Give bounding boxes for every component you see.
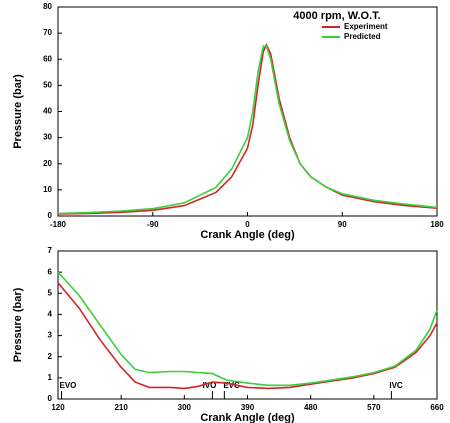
x-tick-label: 90 [338,220,347,229]
y-tick-label: 5 [48,288,53,297]
event-label: IVO [203,381,217,390]
y-tick-label: 10 [43,185,52,194]
x-axis-label: Crank Angle (deg) [200,412,295,423]
series-line [57,271,438,387]
legend-label: Experiment [344,22,388,31]
y-tick-label: 7 [48,246,53,255]
y-tick-label: 80 [43,2,52,11]
x-tick-label: 480 [304,403,318,412]
x-tick-label: 390 [241,403,255,412]
y-axis-label: Pressure (bar) [12,287,24,362]
y-tick-label: 60 [43,54,52,63]
y-tick-label: 70 [43,28,52,37]
legend-label: Predicted [344,32,381,41]
series-line [57,43,438,215]
y-tick-label: 2 [48,352,53,361]
x-tick-label: 660 [430,403,444,412]
y-tick-label: 3 [48,331,53,340]
x-axis-label: Crank Angle (deg) [200,229,295,241]
event-label: EVC [223,381,240,390]
x-tick-label: 120 [51,403,65,412]
series-line [57,45,438,215]
y-tick-label: 20 [43,159,52,168]
plot-frame [57,250,438,400]
x-tick-label: 570 [367,403,381,412]
y-axis-label: Pressure (bar) [12,74,24,149]
y-tick-label: 40 [43,107,52,116]
y-tick-label: 50 [43,80,52,89]
x-tick-label: 180 [430,220,444,229]
y-tick-label: 4 [48,310,53,319]
x-tick-label: 300 [178,403,192,412]
event-label: EVO [60,381,77,390]
y-tick-label: 0 [48,211,53,220]
y-tick-label: 30 [43,133,52,142]
x-tick-label: 0 [245,220,250,229]
y-tick-label: 1 [48,373,53,382]
chart-title: 4000 rpm, W.O.T. [293,10,380,22]
x-tick-label: 210 [114,403,128,412]
y-tick-label: 6 [48,267,53,276]
y-tick-label: 0 [48,394,53,403]
event-label: IVC [389,381,403,390]
x-tick-label: -180 [50,220,67,229]
x-tick-label: -90 [147,220,159,229]
series-line [57,282,438,390]
